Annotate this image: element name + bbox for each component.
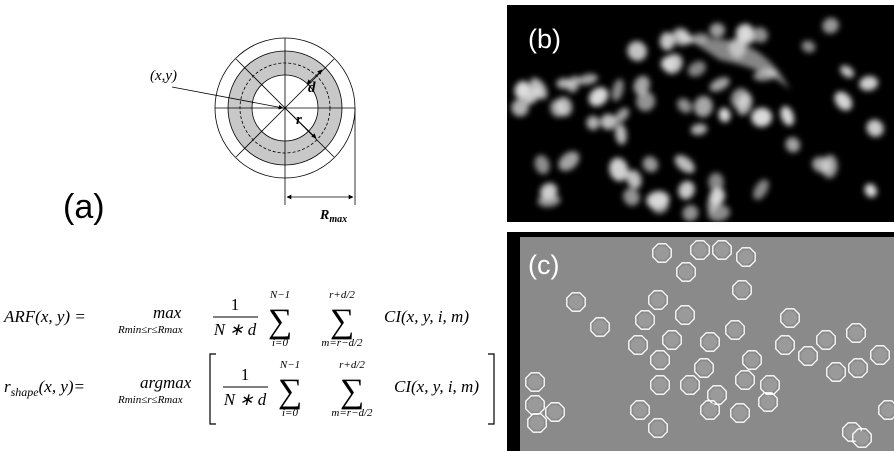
cell	[569, 295, 583, 309]
cell	[738, 373, 752, 387]
cell	[528, 375, 542, 389]
cell	[638, 313, 652, 327]
cell	[703, 403, 717, 417]
d-label: d	[308, 80, 316, 96]
eq2-lhs-rest: (x, y)=	[39, 377, 85, 396]
cell	[631, 338, 645, 352]
panel-b-label: (b)	[528, 24, 561, 54]
eq1-sum2-bottom: m=r−d/2	[321, 337, 363, 349]
eq1-lhs: ARF(x, y) =	[3, 307, 86, 326]
eq2-op-sub: Rmin≤r≤Rmax	[117, 394, 183, 406]
cell	[697, 361, 711, 375]
cell	[703, 335, 717, 349]
panel-a-label: (a)	[63, 188, 105, 226]
r-label: r	[296, 112, 302, 128]
eq1-term: CI(x, y, i, m)	[384, 307, 469, 326]
cell	[693, 243, 707, 257]
rmax-label: Rmax	[319, 208, 347, 225]
cell	[728, 323, 742, 337]
cell	[829, 365, 843, 379]
cell	[651, 421, 665, 435]
eq2-sum2-top: r+d/2	[339, 359, 365, 371]
cell	[678, 308, 692, 322]
panel-c-label: (c)	[528, 250, 559, 280]
eq2-sigma2: ∑	[340, 373, 364, 410]
cell	[801, 349, 815, 363]
equation-1: ARF(x, y) = max Rmin≤r≤Rmax 1 N ∗ d ∑ N−…	[3, 289, 469, 349]
cell	[851, 361, 865, 375]
eq2-den: N ∗ d	[223, 390, 267, 409]
cell	[745, 353, 759, 367]
eq2-sum2-bottom: m=r−d/2	[331, 407, 373, 419]
cell	[651, 293, 665, 307]
eq2-sum1-top: N−1	[279, 359, 300, 371]
eq1-sigma1: ∑	[268, 303, 292, 340]
cell	[855, 431, 869, 445]
eq2-lhs-sub: shape	[11, 385, 40, 399]
eq1-den: N ∗ d	[213, 320, 257, 339]
cell	[593, 320, 607, 334]
cell	[819, 333, 833, 347]
cell	[778, 338, 792, 352]
figure: (x,y) d r Rmax (a) (b) (c) ARF(x, y) = m…	[0, 0, 894, 451]
eq2-sigma1: ∑	[278, 373, 302, 410]
eq2-op: argmax	[140, 373, 192, 392]
cell	[715, 243, 729, 257]
cell	[633, 403, 647, 417]
cell	[679, 265, 693, 279]
point-label: (x,y)	[150, 68, 177, 84]
eq1-op-sub: Rmin≤r≤Rmax	[117, 324, 183, 336]
cell	[710, 388, 724, 402]
eq1-num: 1	[231, 295, 240, 314]
cell	[653, 353, 667, 367]
cell	[530, 416, 544, 430]
cell	[655, 246, 669, 260]
eq1-sum1-top: N−1	[269, 289, 290, 301]
cell	[665, 333, 679, 347]
cell	[873, 348, 887, 362]
cell	[528, 398, 542, 412]
cell	[761, 395, 775, 409]
eq2-term: CI(x, y, i, m)	[394, 377, 479, 396]
equation-2: rshape(x, y)= argmax Rmin≤r≤Rmax 1 N ∗ d…	[4, 354, 494, 424]
eq2-sum1-bottom: i=0	[282, 407, 298, 419]
rmax-sub: max	[329, 214, 347, 225]
cell	[653, 378, 667, 392]
eq2-num: 1	[241, 365, 250, 384]
eq1-sum2-top: r+d/2	[329, 289, 355, 301]
cell	[548, 405, 562, 419]
cell	[763, 378, 777, 392]
cell	[849, 326, 863, 340]
cell	[739, 250, 753, 264]
cell	[735, 283, 749, 297]
cell	[783, 311, 797, 325]
eq1-sigma2: ∑	[330, 303, 354, 340]
cell	[683, 378, 697, 392]
ring-diagram	[172, 38, 355, 205]
eq2-lhs: rshape(x, y)=	[4, 377, 85, 399]
cell	[733, 406, 747, 420]
eq1-op: max	[153, 303, 182, 322]
eq1-sum1-bottom: i=0	[272, 337, 288, 349]
rmax-r: R	[319, 208, 329, 223]
